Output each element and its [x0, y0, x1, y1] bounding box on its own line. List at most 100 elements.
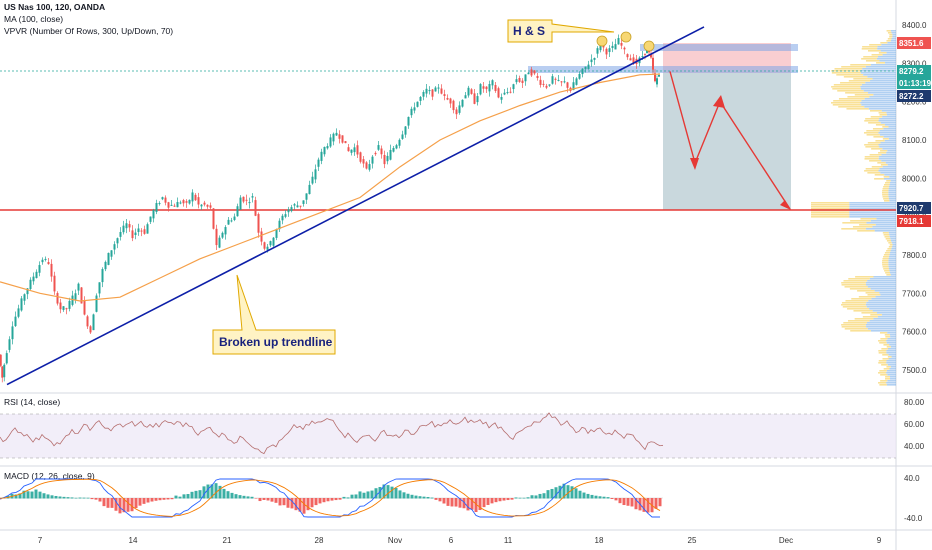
- candle-body: [290, 207, 293, 212]
- vpvr-bar-up: [892, 246, 896, 248]
- vpvr-bar-up: [849, 204, 896, 206]
- vpvr-bar-up: [876, 58, 896, 60]
- price-tag-label: 8272.2: [899, 92, 924, 101]
- candle-body: [113, 244, 116, 250]
- candle-body: [629, 58, 632, 61]
- vpvr-bar-down: [878, 352, 887, 354]
- candle-body: [131, 230, 134, 239]
- macd-bar: [550, 488, 554, 499]
- vpvr-bar-down: [884, 334, 890, 336]
- vpvr-bar-up: [889, 368, 896, 370]
- vpvr-bar-down: [884, 236, 890, 238]
- vpvr-bar-up: [885, 62, 896, 64]
- macd-bar: [346, 497, 350, 499]
- vpvr-bar-down: [854, 318, 874, 320]
- time-tick: 14: [129, 536, 138, 545]
- vpvr-bar-down: [842, 222, 867, 224]
- candle-body: [530, 69, 533, 76]
- macd-bar: [186, 494, 190, 499]
- candle-body: [654, 73, 656, 82]
- macd-bar: [362, 492, 366, 499]
- vpvr-bar-down: [880, 164, 888, 166]
- macd-bar: [46, 494, 50, 499]
- candle-body: [20, 298, 23, 311]
- vpvr-bar-up: [889, 182, 896, 184]
- vpvr-bar-down: [880, 374, 888, 376]
- price-tag: [897, 90, 931, 102]
- macd-bar: [470, 498, 474, 510]
- vpvr-bar-down: [882, 358, 889, 360]
- macd-bar: [138, 498, 142, 506]
- vpvr-bar-down: [811, 216, 850, 218]
- vpvr-bar-down: [886, 180, 891, 182]
- vpvr-bar-down: [864, 158, 879, 160]
- candle-body: [491, 80, 494, 86]
- vpvr-bar-down: [878, 372, 887, 374]
- vpvr-bar-down: [875, 124, 885, 126]
- vpvr-legend[interactable]: VPVR (Number Of Rows, 300, Up/Down, 70): [4, 26, 174, 36]
- macd-bar: [90, 498, 94, 500]
- macd-bar: [254, 498, 258, 499]
- vpvr-bar-down: [867, 172, 881, 174]
- vpvr-bar-down: [881, 364, 888, 366]
- macd-bar: [18, 493, 22, 499]
- rsi-legend[interactable]: RSI (14, close): [4, 397, 61, 407]
- macd-bar: [26, 491, 30, 499]
- candle-body: [95, 295, 98, 312]
- candle-body: [557, 79, 560, 81]
- macd-bar: [194, 490, 198, 499]
- price-axis[interactable]: 8400.08300.08200.08100.08000.07900.07800…: [902, 21, 927, 523]
- vpvr-bar-up: [862, 68, 896, 70]
- candle-body: [560, 81, 563, 83]
- candle-body: [563, 81, 566, 83]
- hs-callout[interactable]: H & S: [507, 19, 615, 43]
- candle-body: [206, 204, 209, 207]
- vpvr-bar-down: [878, 382, 887, 384]
- macd-bar: [314, 498, 318, 506]
- price-tag-label: 8279.2: [899, 67, 924, 76]
- macd-legend[interactable]: MACD (12, 26, close, 9): [4, 471, 95, 481]
- vpvr-bar-down: [864, 156, 879, 158]
- candle-body: [641, 56, 644, 58]
- signal-line: [0, 478, 661, 517]
- vpvr-bar-down: [865, 292, 880, 294]
- time-axis[interactable]: 7 14 21 28 Nov 6 11 18 25 Dec 9: [38, 536, 882, 545]
- macd-bar: [122, 498, 126, 513]
- candle-body: [326, 146, 329, 149]
- vpvr-bar-down: [871, 54, 883, 56]
- vpvr-bar-down: [873, 136, 884, 138]
- vpvr-bar-down: [882, 266, 889, 268]
- head-marker: [620, 31, 632, 43]
- vpvr-bar-up: [870, 220, 896, 222]
- macd-bar: [114, 498, 118, 511]
- candle-body: [395, 145, 398, 149]
- left-shoulder-marker: [596, 35, 608, 47]
- vpvr-bar-up: [869, 308, 896, 310]
- vpvr-bar-up: [886, 360, 896, 362]
- vpvr-bar-up: [890, 250, 896, 252]
- ma-legend[interactable]: MA (100, close): [4, 14, 64, 24]
- candle-body: [578, 73, 581, 79]
- candle-body: [440, 88, 443, 94]
- candle-body: [83, 300, 86, 315]
- vpvr-bar-up: [889, 344, 896, 346]
- candle-body: [518, 78, 521, 82]
- macd-bar: [406, 493, 410, 499]
- candle-body: [197, 197, 200, 205]
- trendline-callout[interactable]: Broken up trendline: [212, 274, 336, 355]
- candle-body: [410, 108, 413, 116]
- candle-body: [23, 294, 26, 301]
- vpvr-bar-up: [881, 44, 896, 46]
- up-trendline[interactable]: [6, 26, 705, 386]
- vpvr-bar-up: [889, 236, 896, 238]
- vpvr-bar-down: [848, 80, 871, 82]
- vpvr-bar-up: [870, 64, 896, 66]
- candle-body: [482, 86, 485, 89]
- candle-body: [17, 308, 20, 317]
- vpvr-bar-up: [888, 264, 896, 266]
- macd-bar: [598, 496, 602, 499]
- vpvr-bar-up: [868, 108, 896, 110]
- vpvr-bar-down: [831, 72, 861, 74]
- vpvr-bar-up: [849, 208, 896, 210]
